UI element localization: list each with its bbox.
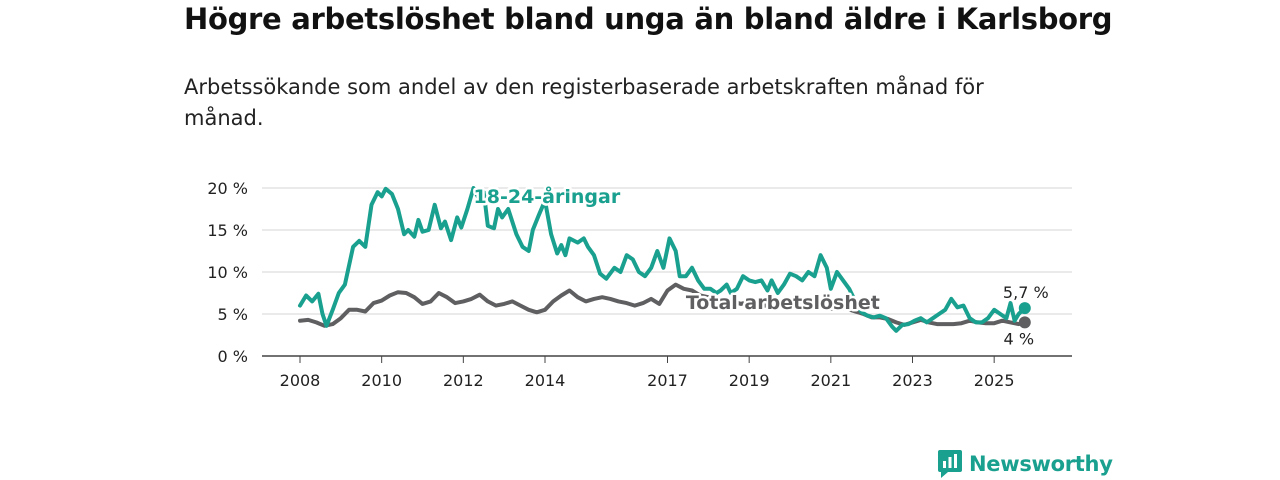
- x-tick-label: 2008: [280, 371, 321, 390]
- x-tick-label: 2017: [647, 371, 688, 390]
- y-tick-label: 10 %: [207, 263, 248, 282]
- y-tick-label: 5 %: [218, 305, 248, 324]
- x-axis-ticks: 2008 2010 2012 2014 2017 2019 2021 2023 2025: [280, 356, 1015, 390]
- y-axis-ticks: 0 % 5 % 10 % 15 % 20 %: [207, 179, 248, 366]
- newsworthy-logo: Newsworthy: [937, 449, 1113, 479]
- end-label-youth: 5,7 %: [1003, 283, 1049, 302]
- y-tick-label: 20 %: [207, 179, 248, 198]
- x-tick-label: 2019: [729, 371, 770, 390]
- series-label-youth: 18-24-åringar: [474, 184, 621, 208]
- end-label-total: 4 %: [1004, 329, 1034, 348]
- x-tick-label: 2025: [974, 371, 1015, 390]
- series-labels: 18-24-åringar Total arbetslöshet 5,7 % 4 %: [471, 182, 1051, 351]
- x-tick-label: 2012: [443, 371, 484, 390]
- series-lines: [298, 186, 1031, 333]
- x-tick-label: 2010: [361, 371, 402, 390]
- x-tick-label: 2021: [810, 371, 851, 390]
- end-point-0: [1018, 302, 1031, 315]
- chart-subtitle: Arbetssökande som andel av den registerb…: [184, 75, 984, 130]
- grid-lines: [262, 187, 1072, 357]
- end-point-1: [1018, 316, 1031, 329]
- y-tick-label: 0 %: [218, 347, 248, 366]
- series-label-total: Total arbetslöshet: [686, 292, 880, 314]
- x-tick-label: 2023: [892, 371, 933, 390]
- x-tick-label: 2014: [525, 371, 566, 390]
- series-line-0: [298, 186, 1027, 333]
- y-tick-label: 15 %: [207, 221, 248, 240]
- chart-title: Högre arbetslöshet bland unga än bland ä…: [184, 2, 1113, 36]
- newsworthy-logo-icon: [938, 450, 962, 478]
- brand-name: Newsworthy: [969, 452, 1113, 476]
